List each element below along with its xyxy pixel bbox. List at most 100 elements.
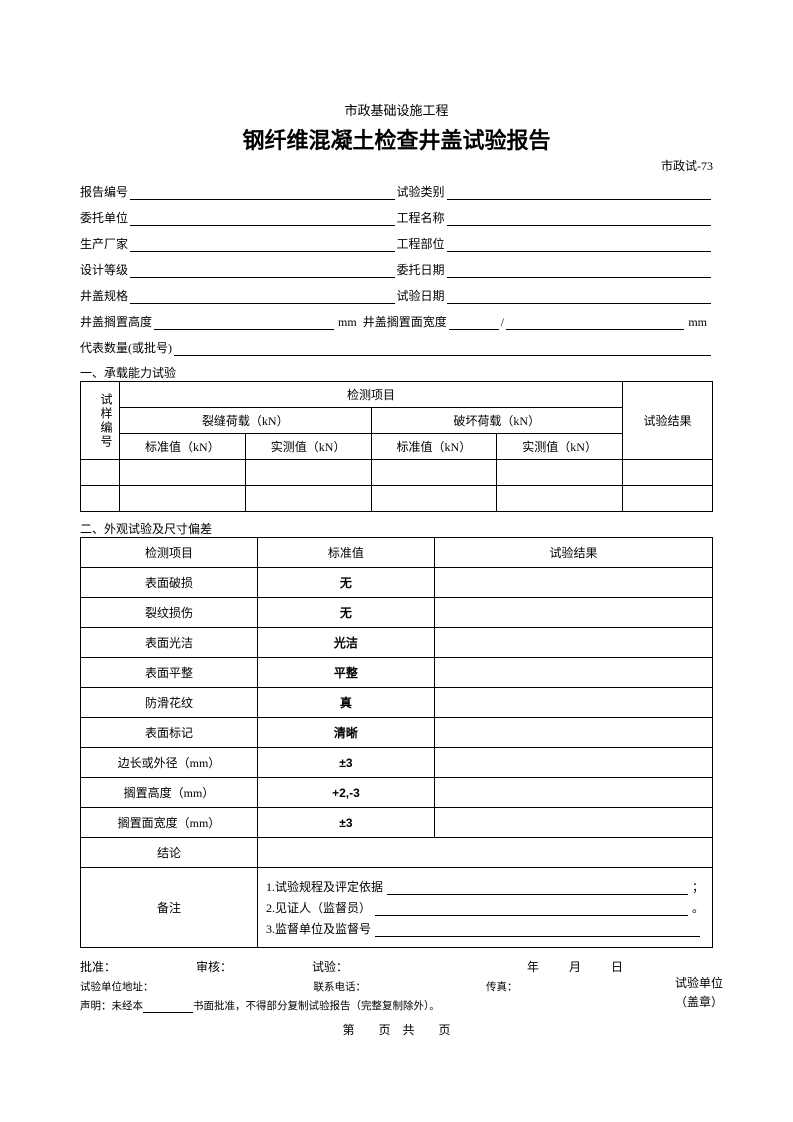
row-result[interactable] <box>434 568 712 598</box>
cell[interactable] <box>245 486 371 512</box>
row-result[interactable] <box>434 778 712 808</box>
row-std: +2,-3 <box>257 778 434 808</box>
note2-input[interactable] <box>375 902 688 916</box>
row-std: 无 <box>257 568 434 598</box>
cell[interactable] <box>623 460 713 486</box>
input-rest-width-a[interactable] <box>449 314 499 330</box>
input-client[interactable] <box>130 210 394 226</box>
cell[interactable] <box>81 460 120 486</box>
note3-label: 3.监督单位及监督号 <box>266 920 371 937</box>
stamp-line2: （盖章） <box>675 993 723 1012</box>
row-result[interactable] <box>434 598 712 628</box>
label-rep-qty: 代表数量(或批号) <box>80 339 172 356</box>
header-org: 市政基础设施工程 <box>80 100 713 119</box>
label-rest-height: 井盖搁置高度 <box>80 313 152 330</box>
row-item: 搁置面宽度（mm） <box>81 808 258 838</box>
unit-mm-2: mm <box>688 315 707 330</box>
col2-item: 检测项目 <box>81 538 258 568</box>
row-item: 防滑花纹 <box>81 688 258 718</box>
input-report-no[interactable] <box>130 184 394 200</box>
input-rep-qty[interactable] <box>174 340 711 356</box>
cell[interactable] <box>497 486 623 512</box>
row-result[interactable] <box>434 628 712 658</box>
col-crack-meas: 实测值（kN） <box>245 434 371 460</box>
col-fail-load: 破坏荷载（kN） <box>371 408 623 434</box>
col-fail-std: 标准值（kN） <box>371 434 497 460</box>
label-fax: 传真： <box>486 979 518 994</box>
section1-title: 一、承载能力试验 <box>80 364 713 381</box>
note2-label: 2.见证人（监督员） <box>266 899 371 916</box>
col-fail-meas: 实测值（kN） <box>497 434 623 460</box>
row-item: 表面平整 <box>81 658 258 688</box>
declaration-a: 声明：未经本 <box>80 998 143 1013</box>
col-sample-no: 试样编号 <box>87 393 113 449</box>
row-conclusion-label: 结论 <box>81 838 258 868</box>
table-appearance: 检测项目 标准值 试验结果 表面破损无 裂纹损伤无 表面光洁光洁 表面平整平整 … <box>80 537 713 948</box>
input-entrust-date[interactable] <box>447 262 711 278</box>
row-item: 边长或外径（mm） <box>81 748 258 778</box>
row-result[interactable] <box>434 808 712 838</box>
input-cover-spec[interactable] <box>130 288 394 304</box>
declaration-blank[interactable] <box>143 1001 193 1013</box>
label-manufacturer: 生产厂家 <box>80 235 128 252</box>
label-unit-addr: 试验单位地址： <box>80 979 154 994</box>
input-rest-width-b[interactable] <box>506 314 684 330</box>
page-number: 第 页 共 页 <box>80 1021 713 1038</box>
label-section: 工程部位 <box>397 235 445 252</box>
col-crack-load: 裂缝荷载（kN） <box>120 408 372 434</box>
stamp-line1: 试验单位 <box>675 974 723 993</box>
label-test: 试验： <box>312 958 348 975</box>
label-entrust-date: 委托日期 <box>397 261 445 278</box>
row-std: 清晰 <box>257 718 434 748</box>
label-cover-spec: 井盖规格 <box>80 287 128 304</box>
row-result[interactable] <box>434 718 712 748</box>
input-rest-height[interactable] <box>154 314 334 330</box>
label-design-grade: 设计等级 <box>80 261 128 278</box>
row-item: 表面标记 <box>81 718 258 748</box>
row-item: 表面光洁 <box>81 628 258 658</box>
remark-cell: 1.试验规程及评定依据 ； 2.见证人（监督员） 。 3.监督单位及监督号 <box>257 868 712 948</box>
declaration-b: 书面批准，不得部分复制试验报告（完整复制除外）。 <box>193 998 440 1013</box>
stamp-box: 试验单位 （盖章） <box>675 974 723 1012</box>
row-std: 光洁 <box>257 628 434 658</box>
document-code: 市政试-73 <box>80 157 713 174</box>
page: 市政基础设施工程 钢纤维混凝土检查井盖试验报告 市政试-73 报告编号 试验类别… <box>0 0 793 1122</box>
table-load-test: 试样编号 检测项目 试验结果 裂缝荷载（kN） 破坏荷载（kN） 标准值（kN）… <box>80 381 713 512</box>
input-project[interactable] <box>447 210 711 226</box>
input-design-grade[interactable] <box>130 262 394 278</box>
cell[interactable] <box>81 486 120 512</box>
field-grid: 报告编号 试验类别 委托单位 工程名称 生产厂家 工程部位 设计等级 委托日期 … <box>80 180 713 356</box>
cell[interactable] <box>371 486 497 512</box>
cell[interactable] <box>623 486 713 512</box>
col-inspect-item: 检测项目 <box>120 382 623 408</box>
section2-title: 二、外观试验及尺寸偏差 <box>80 520 713 537</box>
label-phone: 联系电话： <box>314 979 367 994</box>
note2-end: 。 <box>692 899 704 916</box>
cell[interactable] <box>497 460 623 486</box>
note1-label: 1.试验规程及评定依据 <box>266 878 383 895</box>
input-section[interactable] <box>447 236 711 252</box>
label-review: 审核： <box>196 958 232 975</box>
cell[interactable] <box>120 460 246 486</box>
note1-end: ； <box>692 878 704 895</box>
row-conclusion-value[interactable] <box>257 838 712 868</box>
row-result[interactable] <box>434 748 712 778</box>
note3-input[interactable] <box>375 923 700 937</box>
input-test-type[interactable] <box>447 184 711 200</box>
cell[interactable] <box>371 460 497 486</box>
col-result: 试验结果 <box>623 382 713 460</box>
row-item: 搁置高度（mm） <box>81 778 258 808</box>
col2-result: 试验结果 <box>434 538 712 568</box>
row-result[interactable] <box>434 658 712 688</box>
cell[interactable] <box>245 460 371 486</box>
col2-std: 标准值 <box>257 538 434 568</box>
cell[interactable] <box>120 486 246 512</box>
note1-input[interactable] <box>387 881 688 895</box>
row-item: 表面破损 <box>81 568 258 598</box>
label-report-no: 报告编号 <box>80 183 128 200</box>
input-manufacturer[interactable] <box>130 236 394 252</box>
input-test-date[interactable] <box>447 288 711 304</box>
row-result[interactable] <box>434 688 712 718</box>
col-crack-std: 标准值（kN） <box>120 434 246 460</box>
label-client: 委托单位 <box>80 209 128 226</box>
